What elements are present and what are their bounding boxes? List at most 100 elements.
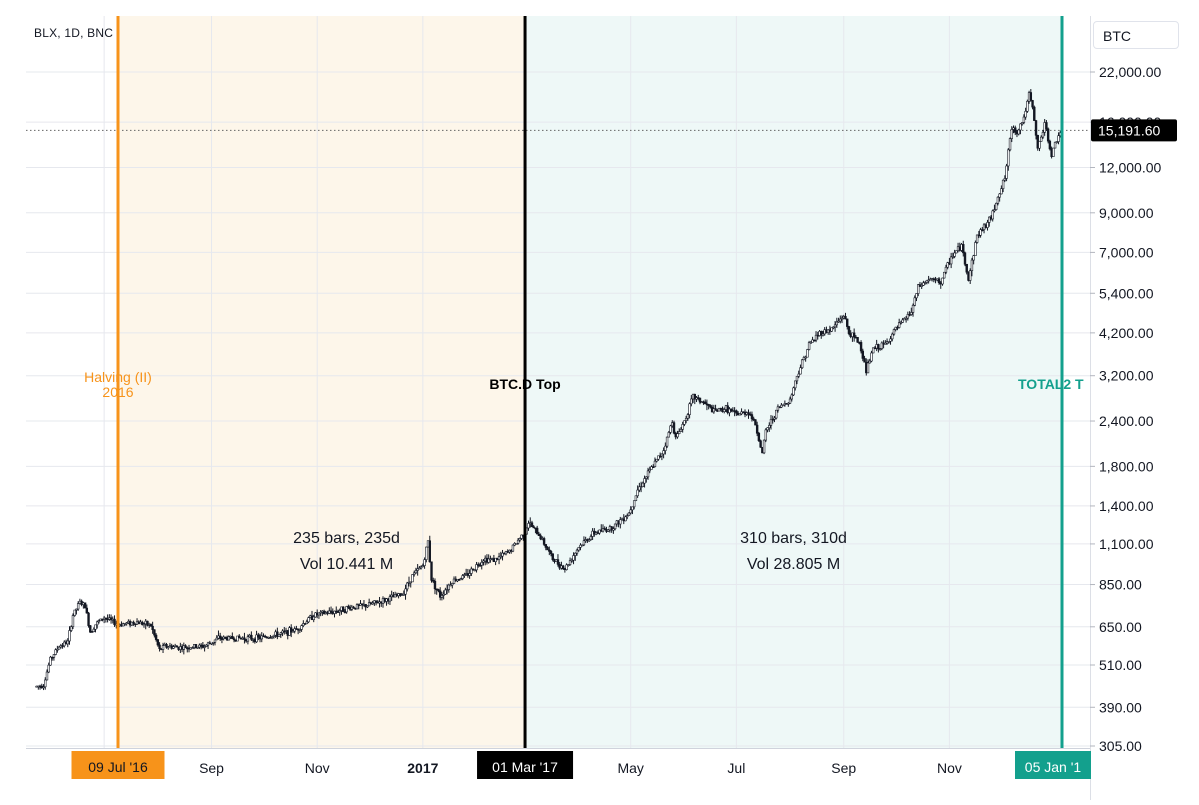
candle	[910, 307, 913, 316]
candle-body	[172, 646, 175, 649]
candle	[887, 340, 890, 344]
candle-body	[567, 564, 570, 566]
candle	[981, 226, 984, 232]
candle-body	[979, 229, 982, 236]
candle-body	[859, 342, 863, 352]
candle-body	[606, 529, 610, 532]
candle-body	[470, 568, 473, 574]
candle-body	[800, 359, 804, 369]
candle	[951, 252, 955, 259]
candle-body	[880, 342, 884, 349]
candle	[542, 536, 546, 546]
candle	[317, 612, 321, 619]
candle	[440, 591, 444, 601]
candle-body	[667, 432, 671, 438]
candle	[425, 546, 428, 563]
candle-body	[866, 362, 870, 374]
candle	[184, 644, 187, 649]
y-tick-label: 7,000.00	[1099, 244, 1154, 260]
candle	[686, 413, 690, 421]
candle	[899, 320, 903, 325]
candle	[50, 656, 54, 661]
candle	[371, 600, 374, 605]
candle-body	[329, 610, 333, 613]
candle	[172, 644, 175, 650]
candle-body	[146, 620, 149, 626]
candle-body	[901, 319, 904, 323]
candle-body	[570, 559, 574, 562]
candle	[109, 614, 113, 624]
candle	[667, 430, 671, 438]
candle-body	[953, 252, 956, 257]
candle	[877, 343, 880, 353]
currency-button[interactable]: BTC	[1093, 21, 1179, 49]
marker-date-badge: 05 Jan '1	[1015, 751, 1091, 779]
x-tick-label: 2017	[407, 760, 438, 776]
y-tick-label: 1,800.00	[1099, 458, 1154, 474]
candle	[870, 350, 873, 363]
candle	[844, 312, 847, 320]
candle-body	[442, 593, 445, 596]
candle-body	[878, 348, 882, 350]
candle-body	[366, 605, 369, 608]
candle	[175, 645, 179, 648]
candle-body	[499, 555, 502, 558]
candle	[802, 355, 806, 361]
candle-body	[236, 635, 239, 642]
candle-body	[771, 418, 774, 421]
candle-body	[913, 297, 916, 306]
candle-body	[270, 636, 274, 638]
candle-body	[291, 630, 295, 633]
y-tick-label: 850.00	[1099, 577, 1142, 593]
candle	[643, 475, 646, 488]
candle	[205, 644, 208, 648]
candle-body	[307, 617, 310, 623]
candle	[820, 330, 823, 339]
candle-body	[897, 322, 901, 328]
candle-body	[87, 612, 90, 626]
candle	[735, 409, 738, 416]
y-tick-label: 3,200.00	[1099, 368, 1154, 384]
candle	[1010, 126, 1013, 143]
candle-body	[804, 356, 807, 359]
candle-body	[90, 631, 94, 633]
candle-body	[515, 543, 518, 545]
candle	[255, 630, 258, 643]
candle-body	[943, 271, 946, 279]
candle-body	[1008, 138, 1012, 151]
candle-body	[565, 564, 568, 570]
candle	[800, 359, 804, 369]
candle	[411, 574, 414, 583]
candle	[871, 347, 875, 354]
candle	[610, 526, 613, 533]
candle	[220, 636, 224, 644]
candle	[755, 421, 759, 437]
candle	[837, 317, 840, 323]
candle-body	[68, 630, 71, 642]
candle	[859, 340, 863, 354]
candle	[319, 610, 322, 617]
candle	[804, 355, 807, 362]
candle	[1031, 99, 1034, 110]
candle-body	[290, 627, 293, 633]
candle-body	[191, 647, 194, 649]
marker-date-label: 05 Jan '1	[1025, 759, 1082, 775]
candle	[404, 584, 407, 600]
candle-body	[1033, 106, 1036, 121]
candle	[856, 337, 859, 343]
candle-body	[781, 404, 785, 407]
candle	[775, 409, 778, 420]
candle	[764, 428, 768, 443]
candle-body	[444, 589, 447, 595]
candle	[776, 404, 780, 413]
candle	[923, 281, 927, 285]
candle-body	[1019, 123, 1022, 131]
candle	[565, 563, 568, 571]
candle-body	[877, 344, 880, 350]
candle-body	[846, 318, 849, 327]
marker-label-year: 2016	[102, 384, 133, 400]
candle	[96, 620, 99, 629]
candle	[570, 558, 574, 563]
